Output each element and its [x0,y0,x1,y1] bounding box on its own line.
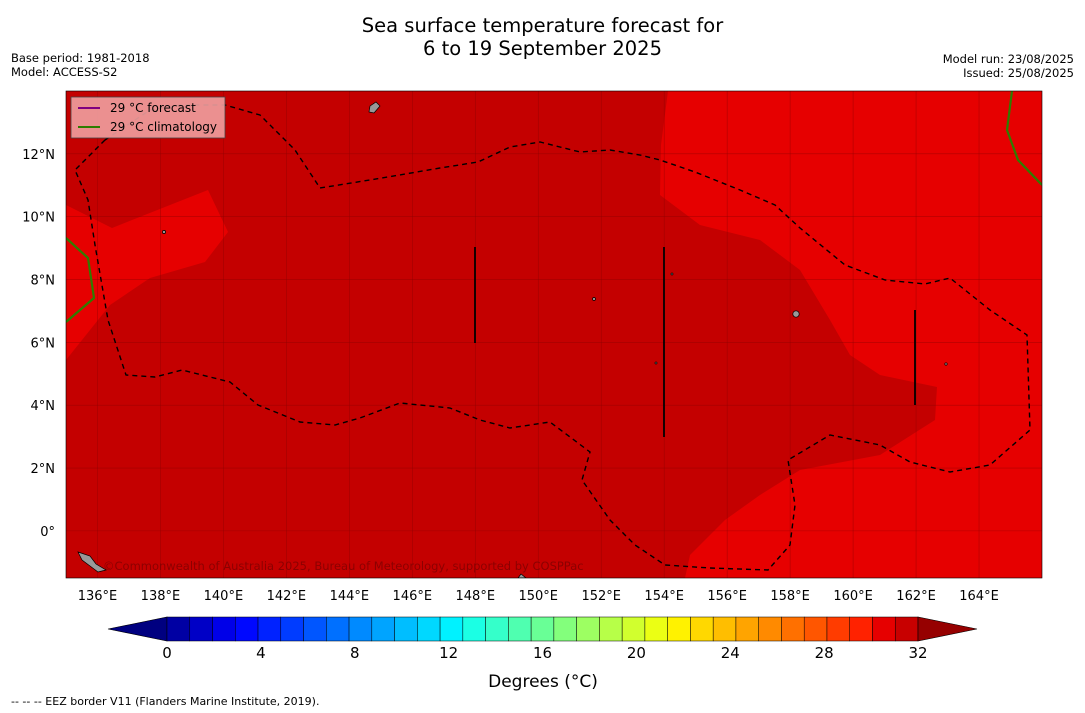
colorbar-segment [621,616,646,642]
colorbar-extend-low [107,616,168,642]
base-period: Base period: 1981-2018 [11,51,150,65]
colorbar [107,616,978,642]
lon-tick-label: 160°E [833,589,873,604]
colorbar-tick: 16 [533,644,552,662]
colorbar-segment [417,616,441,642]
lon-tick-label: 152°E [581,589,621,604]
colorbar-tick: 28 [815,644,834,662]
colorbar-segment [189,616,213,642]
colorbar-segment [644,616,668,642]
meta-left: Base period: 1981-2018 Model: ACCESS-S2 [11,51,150,79]
lon-tick-label: 138°E [141,589,181,604]
issued-date: Issued: 25/08/2025 [963,66,1074,80]
colorbar-segment [849,616,873,642]
title-line-1: Sea surface temperature forecast for [361,14,724,37]
lat-tick-label: 12°N [22,148,55,163]
colorbar-tick: 8 [350,644,360,662]
colorbar-tick: 12 [439,644,458,662]
lon-tick-label: 162°E [896,589,936,604]
latitude-tick-labels: 12°N 10°N 8°N 6°N 4°N 2°N 0° [22,148,55,540]
lon-tick-label: 150°E [518,589,558,604]
longitude-tick-labels: 136°E 138°E 140°E 142°E 144°E 146°E 148°E 150°E… [78,589,999,604]
colorbar-segment [280,616,304,642]
colorbar-segment [439,616,464,642]
colorbar-segment [758,616,782,642]
colorbar-extend-high [917,616,978,642]
lon-tick-label: 158°E [770,589,810,604]
colorbar-segment [530,616,555,642]
colorbar-segment [257,616,282,642]
colorbar-tick: 20 [627,644,646,662]
colorbar-tick: 4 [256,644,266,662]
lon-tick-label: 136°E [78,589,118,604]
colorbar-tick: 24 [721,644,740,662]
land-islands [77,101,948,578]
lon-tick-label: 146°E [393,589,433,604]
lon-tick-label: 156°E [707,589,747,604]
colorbar-segment [462,616,486,642]
legend-climatology-label: 29 °C climatology [110,120,217,134]
legend-box [70,96,226,139]
map-gridlines [66,91,1042,578]
colorbar-segment [348,616,373,642]
colorbar-segment [212,616,236,642]
lat-tick-label: 0° [40,525,55,540]
climatology-contour-east [1005,91,1042,186]
colorbar-segment [894,616,919,642]
model-name: Model: ACCESS-S2 [11,65,118,79]
map-area[interactable]: ©Commonwealth of Australia 2025, Bureau … [66,91,1042,578]
colorbar-segment [553,616,577,642]
colorbar-label: Degrees (°C) [488,672,598,692]
map-legend: 29 °C forecast 29 °C climatology [70,96,226,139]
colorbar-segment [394,616,418,642]
lon-tick-label: 154°E [644,589,684,604]
colorbar-segment [735,616,759,642]
legend-forecast-label: 29 °C forecast [110,101,196,115]
colorbar-segment [803,616,828,642]
meta-right: Model run: 23/08/2025 Issued: 25/08/2025 [943,52,1074,80]
colorbar-segment [781,616,805,642]
colorbar-segment [667,616,691,642]
colorbar-tick: 32 [908,644,927,662]
attribution-text: ©Commonwealth of Australia 2025, Bureau … [103,559,584,573]
colorbar-segment [826,616,850,642]
model-run: Model run: 23/08/2025 [942,52,1074,66]
lat-tick-label: 10°N [22,211,55,226]
eez-border [74,104,1031,571]
colorbar-segment [576,616,600,642]
colorbar-segment [690,616,714,642]
lon-tick-label: 142°E [267,589,307,604]
colorbar-segment [872,616,896,642]
climatology-contour-west [66,237,96,323]
colorbar-segment [599,616,623,642]
lat-tick-label: 4°N [31,399,56,414]
colorbar-tick-labels: 0 4 8 12 16 20 24 28 32 [162,644,927,662]
lon-tick-label: 140°E [204,589,244,604]
lon-tick-label: 148°E [456,589,496,604]
colorbar-segment [166,616,191,642]
colorbar-tick: 0 [162,644,172,662]
sst-warm-region [66,91,937,578]
colorbar-segment [485,616,509,642]
lon-tick-label: 164°E [959,589,999,604]
map-frame [65,90,1043,579]
colorbar-segment [326,616,350,642]
lat-tick-label: 2°N [31,462,56,477]
colorbar-segment [303,616,327,642]
title-line-2: 6 to 19 September 2025 [423,37,662,60]
colorbar-segment [235,616,259,642]
chart-title: Sea surface temperature forecast for 6 t… [0,14,1085,60]
colorbar-segment [508,616,532,642]
lon-tick-label: 144°E [330,589,370,604]
colorbar-segment [371,616,395,642]
lat-tick-label: 8°N [31,274,56,289]
eez-footnote: -- -- -- EEZ border V11 (Flanders Marine… [11,695,320,708]
colorbar-segment [712,616,737,642]
lat-tick-label: 6°N [31,336,56,351]
